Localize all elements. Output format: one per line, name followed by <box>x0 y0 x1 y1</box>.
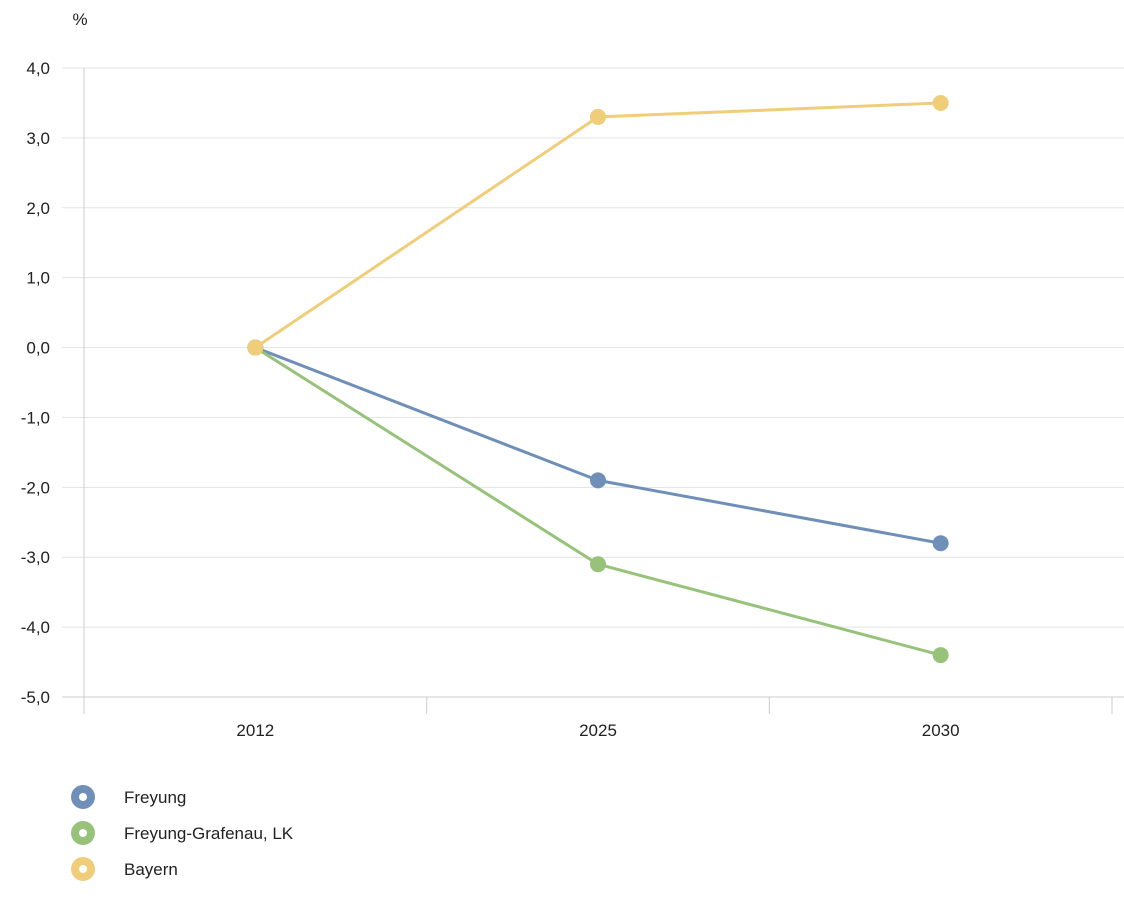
series-line <box>254 101 941 349</box>
legend-label: Bayern <box>124 860 178 879</box>
series-2 <box>247 94 949 356</box>
y-tick-label: 3,0 <box>26 129 50 148</box>
legend-item: Freyung <box>71 785 186 809</box>
legend-item: Freyung-Grafenau, LK <box>71 821 294 845</box>
data-point <box>932 647 949 664</box>
gridlines <box>62 67 1124 628</box>
series-1 <box>247 339 949 664</box>
data-point <box>932 535 949 552</box>
legend-item: Bayern <box>71 857 178 881</box>
legend-marker-dot <box>79 829 87 837</box>
y-tick-label: -5,0 <box>21 688 50 707</box>
axes: 4,0 3,0 2,0 1,0 0,0 -1,0 -2,0 -3,0 -4,0 -5,0% 2012… <box>21 10 1124 740</box>
series-line <box>254 346 941 545</box>
x-tick-label: 2030 <box>922 721 960 740</box>
y-tick-label: -3,0 <box>21 548 50 567</box>
y-tick-label: -2,0 <box>21 478 50 497</box>
series-line <box>254 346 942 657</box>
y-tick-label: -1,0 <box>21 408 50 427</box>
series-lines <box>247 94 949 664</box>
data-point <box>247 339 264 356</box>
y-tick-label: 2,0 <box>26 199 50 218</box>
x-tick-label: 2025 <box>579 721 617 740</box>
y-tick-label: 0,0 <box>26 339 50 358</box>
legend-label: Freyung-Grafenau, LK <box>124 824 294 843</box>
legend-label: Freyung <box>124 788 186 807</box>
data-point <box>932 94 949 111</box>
y-tick-label: 1,0 <box>26 269 50 288</box>
legend-marker-dot <box>79 865 87 873</box>
y-tick-label: -4,0 <box>21 618 50 637</box>
x-tick-label: 2012 <box>236 721 274 740</box>
y-tick-label: 4,0 <box>26 59 50 78</box>
legend: Freyung Freyung-Grafenau, LK Bayern <box>71 785 294 881</box>
data-point <box>590 472 606 489</box>
y-axis-unit-label: % <box>72 10 87 29</box>
data-point <box>590 108 606 125</box>
legend-marker-dot <box>79 793 87 801</box>
data-point <box>590 556 606 573</box>
series-0 <box>247 339 949 552</box>
